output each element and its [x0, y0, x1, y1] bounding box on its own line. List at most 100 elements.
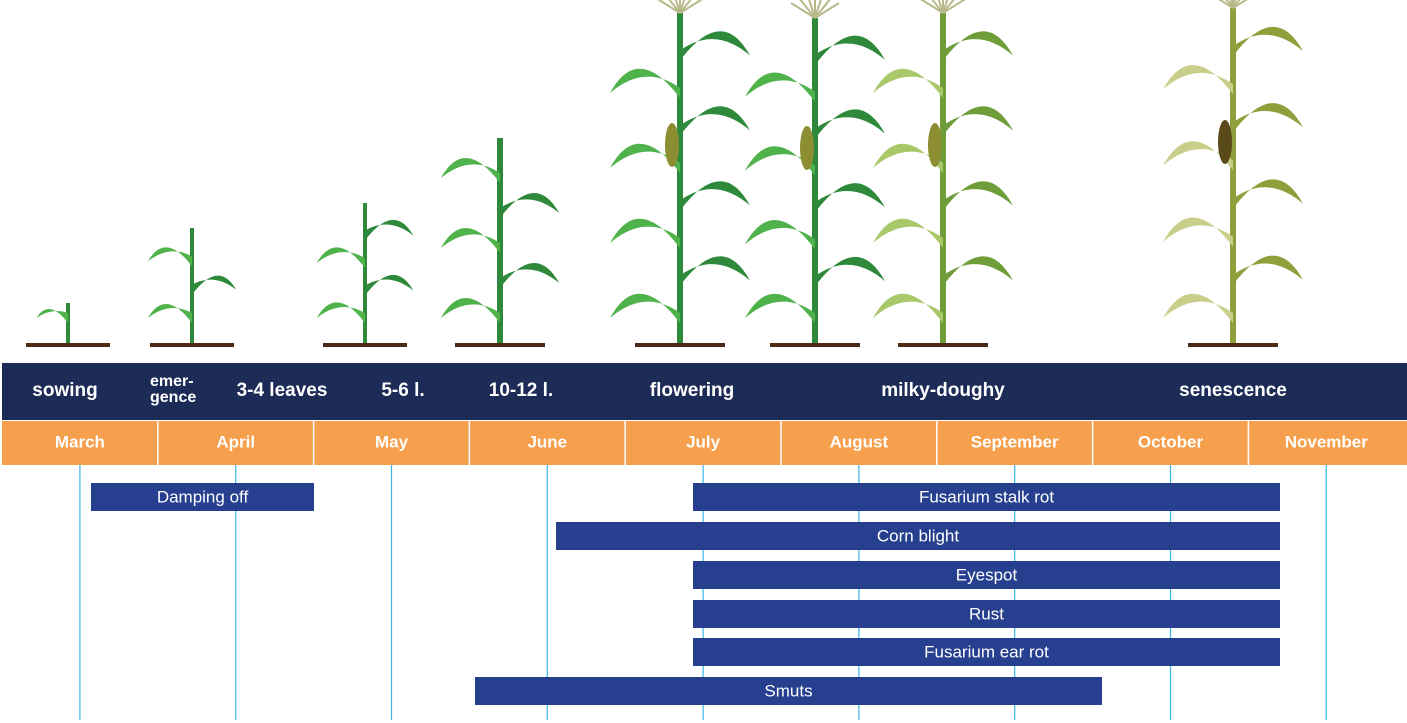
ear — [928, 123, 942, 167]
ear — [800, 126, 814, 170]
plant — [440, 138, 560, 347]
tassel — [814, 0, 831, 19]
disease-bar — [556, 522, 1280, 550]
tassel — [814, 2, 840, 19]
leaf — [745, 219, 815, 250]
leaf — [1163, 293, 1233, 323]
leaf — [610, 68, 680, 98]
tassel — [668, 0, 681, 14]
leaf — [815, 35, 885, 65]
month-label: November — [1285, 432, 1369, 451]
leaf — [680, 31, 750, 61]
leaf — [316, 247, 365, 268]
ground — [455, 343, 545, 347]
disease-bar — [475, 677, 1102, 705]
tassel — [942, 0, 949, 14]
plant — [1163, 0, 1303, 347]
ground — [323, 343, 407, 347]
leaf — [1163, 141, 1233, 171]
tassel — [657, 0, 681, 14]
tassel — [808, 0, 816, 19]
leaf — [192, 275, 237, 295]
disease-label: Damping off — [157, 487, 249, 506]
leaf — [873, 143, 943, 173]
month-label: May — [375, 432, 409, 451]
leaf — [873, 68, 943, 98]
leaf — [1163, 217, 1233, 247]
ground — [1188, 343, 1278, 347]
leaf — [147, 247, 192, 267]
leaf — [1163, 64, 1233, 95]
plant — [147, 228, 237, 347]
tassel — [920, 0, 944, 14]
tassel — [1232, 0, 1241, 9]
disease-label: Eyespot — [956, 565, 1018, 584]
month-label: July — [686, 432, 721, 451]
leaf — [680, 181, 750, 211]
disease-bar — [693, 561, 1280, 589]
leaf — [500, 263, 560, 288]
plant — [316, 203, 414, 347]
stage-label: 10-12 l. — [489, 380, 553, 401]
leaf — [943, 106, 1013, 136]
disease-bar — [91, 483, 314, 511]
leaf — [1233, 179, 1303, 209]
month-label: September — [971, 432, 1059, 451]
leaf — [147, 303, 192, 323]
tassel — [790, 2, 816, 19]
ground — [770, 343, 860, 347]
stage-label: emer- — [150, 373, 194, 390]
leaf — [943, 181, 1013, 211]
leaf — [610, 218, 680, 248]
tassel — [942, 0, 966, 14]
stage-label: 5-6 l. — [381, 380, 424, 401]
leaf — [440, 298, 500, 323]
stage-label: flowering — [650, 380, 734, 401]
leaf — [680, 106, 750, 136]
tassel — [679, 0, 692, 14]
leaf — [1233, 26, 1303, 57]
tassel — [674, 0, 681, 14]
tassel — [1218, 0, 1234, 9]
ground — [898, 343, 988, 347]
leaf — [745, 293, 815, 323]
tassel — [942, 0, 955, 14]
ground — [150, 343, 234, 347]
tassel — [931, 0, 944, 14]
month-label: April — [216, 432, 255, 451]
tassel — [679, 0, 686, 14]
ear — [1218, 120, 1232, 164]
ground — [635, 343, 725, 347]
leaf — [1233, 103, 1303, 133]
tassel — [1232, 0, 1248, 9]
disease-bar — [693, 483, 1280, 511]
plant — [610, 0, 750, 347]
month-label: March — [55, 432, 105, 451]
stage-label: senescence — [1179, 380, 1287, 401]
month-label: October — [1138, 432, 1204, 451]
month-label: June — [527, 432, 567, 451]
disease-bar — [693, 600, 1280, 628]
stage-band — [2, 363, 1407, 420]
plant — [873, 0, 1013, 347]
stage-label: 3-4 leaves — [237, 380, 328, 401]
leaf — [610, 293, 680, 323]
leaf — [440, 228, 500, 253]
tassel — [814, 0, 822, 19]
month-band — [2, 421, 1407, 465]
leaf — [745, 146, 815, 176]
tassel — [679, 0, 703, 14]
leaf — [745, 72, 815, 102]
tassel — [937, 0, 944, 14]
ear — [665, 123, 679, 167]
month-label: August — [830, 432, 889, 451]
leaf — [943, 31, 1013, 61]
leaf — [365, 219, 414, 241]
tassel — [1232, 0, 1237, 9]
disease-bar — [693, 638, 1280, 666]
leaf — [815, 109, 885, 139]
leaf — [873, 293, 943, 323]
leaf — [680, 256, 750, 286]
leaf — [873, 218, 943, 248]
